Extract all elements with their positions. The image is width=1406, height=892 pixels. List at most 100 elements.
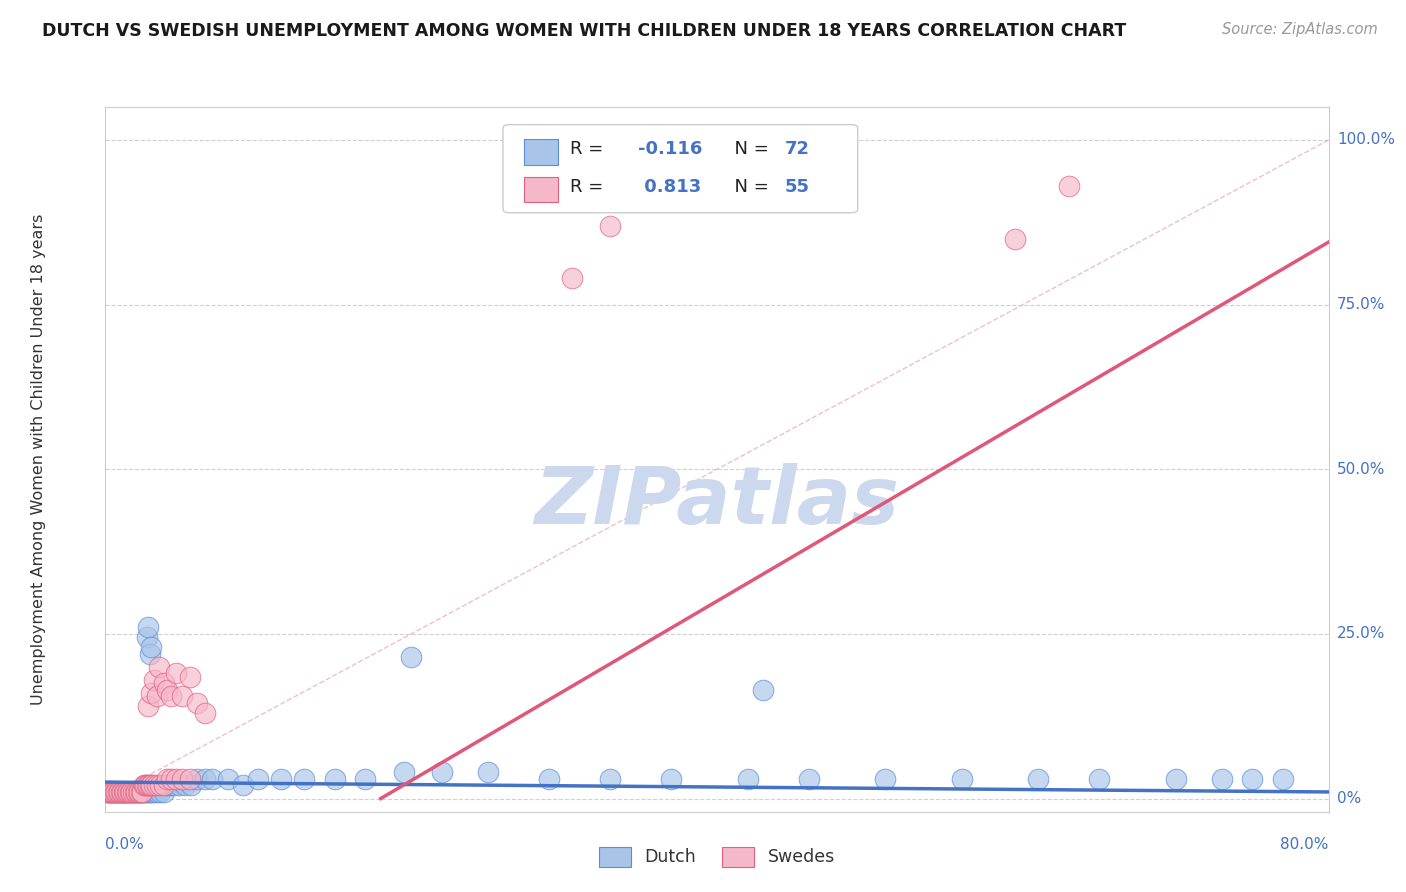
Point: [1271, 772, 1294, 786]
Point: [129, 785, 152, 799]
Text: 0%: 0%: [1337, 791, 1361, 806]
Point: [194, 772, 217, 786]
Point: [141, 785, 163, 799]
Point: [125, 785, 148, 799]
Point: [599, 772, 621, 786]
Text: 0.0%: 0.0%: [105, 837, 145, 852]
Point: [132, 785, 155, 799]
Point: [217, 772, 239, 786]
Point: [430, 765, 453, 780]
Point: [149, 785, 172, 799]
Point: [134, 785, 156, 799]
Text: 80.0%: 80.0%: [1281, 837, 1329, 852]
Point: [105, 785, 128, 799]
Point: [107, 785, 129, 799]
Point: [152, 785, 174, 799]
Point: [163, 778, 186, 792]
Point: [174, 778, 197, 792]
Point: [118, 785, 141, 799]
Point: [143, 778, 166, 792]
Point: [950, 772, 973, 786]
Point: [134, 778, 156, 792]
Point: [1057, 179, 1080, 194]
Point: [392, 765, 415, 780]
Point: [115, 785, 138, 799]
Point: [146, 785, 169, 799]
Point: [136, 785, 159, 799]
Point: [165, 772, 187, 786]
Point: [170, 690, 193, 704]
Point: [152, 676, 174, 690]
Point: [105, 785, 128, 799]
Point: [124, 785, 146, 799]
Point: [111, 785, 134, 799]
Point: [117, 785, 139, 799]
Text: N =: N =: [723, 140, 775, 158]
Point: [136, 778, 159, 792]
Point: [179, 670, 201, 684]
Text: Source: ZipAtlas.com: Source: ZipAtlas.com: [1222, 22, 1378, 37]
Point: [159, 778, 181, 792]
Point: [323, 772, 346, 786]
Point: [537, 772, 560, 786]
Point: [107, 785, 129, 799]
Point: [122, 785, 145, 799]
Point: [127, 785, 149, 799]
Point: [120, 785, 142, 799]
Point: [180, 778, 202, 792]
Point: [160, 772, 183, 786]
Text: Unemployment Among Women with Children Under 18 years: Unemployment Among Women with Children U…: [31, 214, 45, 705]
Point: [131, 785, 153, 799]
Point: [186, 772, 208, 786]
Text: -0.116: -0.116: [637, 140, 702, 158]
Point: [148, 660, 170, 674]
Point: [98, 785, 121, 799]
Point: [165, 666, 187, 681]
Point: [141, 640, 163, 654]
Point: [477, 765, 499, 780]
Point: [143, 673, 166, 687]
Point: [170, 772, 193, 786]
FancyBboxPatch shape: [524, 177, 558, 202]
Text: 100.0%: 100.0%: [1337, 133, 1395, 147]
Point: [101, 785, 124, 799]
Point: [115, 785, 138, 799]
Text: N =: N =: [723, 178, 775, 195]
Text: DUTCH VS SWEDISH UNEMPLOYMENT AMONG WOMEN WITH CHILDREN UNDER 18 YEARS CORRELATI: DUTCH VS SWEDISH UNEMPLOYMENT AMONG WOME…: [42, 22, 1126, 40]
Point: [1241, 772, 1264, 786]
Point: [117, 785, 139, 799]
Point: [292, 772, 315, 786]
Text: 25.0%: 25.0%: [1337, 626, 1385, 641]
Point: [1026, 772, 1049, 786]
Text: R =: R =: [571, 140, 609, 158]
Point: [110, 785, 132, 799]
Point: [96, 785, 118, 799]
Text: 72: 72: [785, 140, 810, 158]
FancyBboxPatch shape: [503, 125, 858, 212]
Point: [101, 785, 124, 799]
Point: [152, 778, 174, 792]
Point: [1164, 772, 1187, 786]
Point: [194, 706, 217, 720]
Point: [160, 690, 183, 704]
Point: [1004, 232, 1026, 246]
Point: [128, 785, 150, 799]
Point: [141, 686, 163, 700]
Point: [100, 785, 122, 799]
Point: [875, 772, 897, 786]
Point: [139, 647, 162, 661]
Point: [104, 785, 127, 799]
Point: [149, 778, 172, 792]
Point: [561, 271, 583, 285]
Point: [111, 785, 134, 799]
Text: R =: R =: [571, 178, 609, 195]
Point: [399, 649, 422, 664]
Point: [135, 778, 157, 792]
Text: 55: 55: [785, 178, 810, 195]
Point: [98, 785, 121, 799]
Point: [139, 778, 162, 792]
Point: [112, 785, 135, 799]
Point: [146, 778, 169, 792]
Text: ZIPatlas: ZIPatlas: [534, 463, 900, 541]
Point: [124, 785, 146, 799]
